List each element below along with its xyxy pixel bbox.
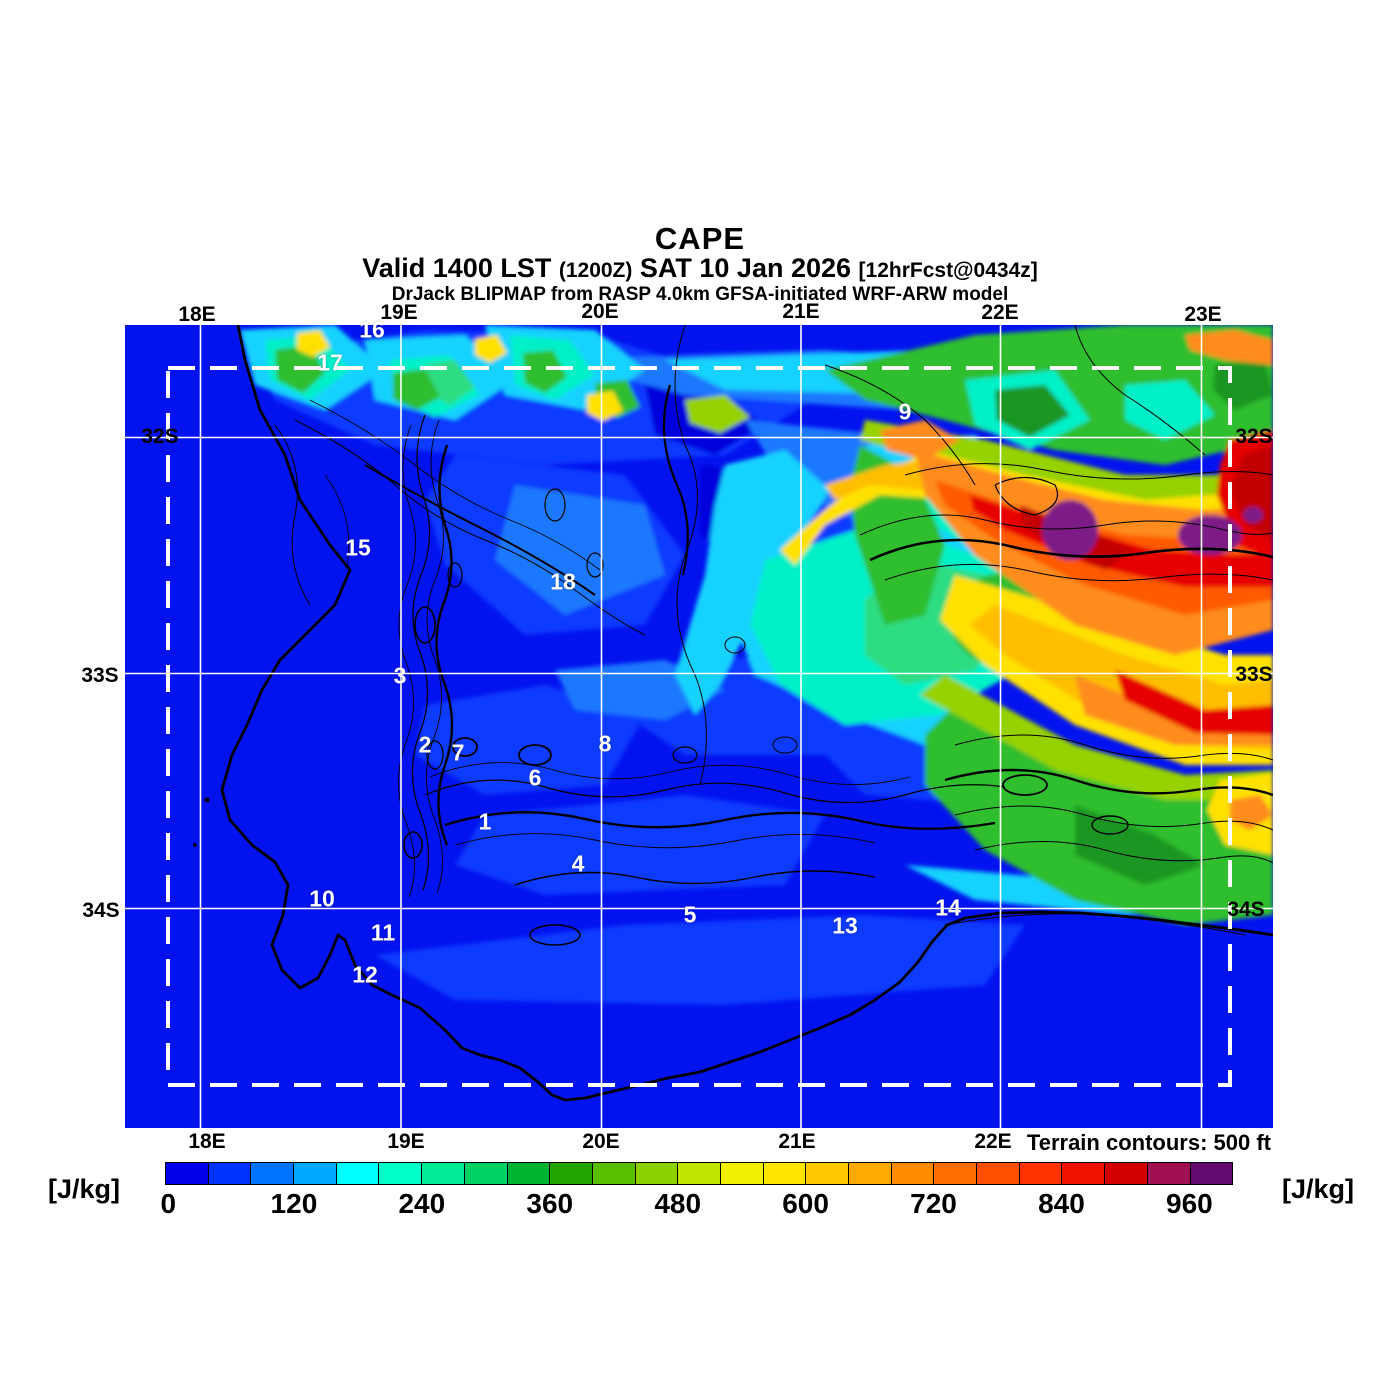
waypoint-label-9: 9 [898, 398, 912, 425]
color-scale-segment-17 [891, 1163, 935, 1184]
color-scale-segment-13 [720, 1163, 764, 1184]
color-scale-tick-360: 360 [526, 1188, 574, 1219]
color-scale-tick-120: 120 [270, 1188, 318, 1219]
axis-bottom-19e: 19E [387, 1130, 425, 1153]
axis-left-34s: 34S [82, 899, 120, 922]
unit-label-right: [J/kg] [1282, 1174, 1355, 1204]
axis-right-34s: 34S [1227, 898, 1265, 921]
waypoint-label-11: 11 [370, 919, 396, 946]
waypoint-label-8: 8 [598, 730, 612, 757]
page-title: CAPE [654, 221, 746, 256]
color-scale-segment-2 [251, 1163, 295, 1184]
color-scale-segment-21 [1062, 1163, 1106, 1184]
color-scale-segment-15 [806, 1163, 849, 1184]
valid-time-line: Valid 1400 LST (1200Z) SAT 10 Jan 2026 [… [0, 254, 1400, 285]
color-scale-segment-4 [336, 1163, 380, 1184]
color-scale-segment-8 [507, 1163, 551, 1184]
color-scale-segment-12 [678, 1163, 721, 1184]
waypoint-label-3: 3 [393, 662, 407, 689]
axis-bottom-18e: 18E [188, 1130, 226, 1153]
waypoint-label-16: 16 [359, 316, 385, 343]
color-scale-segment-6 [422, 1163, 465, 1184]
waypoint-label-6: 6 [528, 764, 542, 791]
cape-field-svg [125, 325, 1273, 1128]
waypoint-label-18: 18 [550, 568, 576, 595]
color-scale-segment-10 [592, 1163, 636, 1184]
color-scale-segment-9 [550, 1163, 593, 1184]
cape-map [125, 325, 1273, 1128]
valid-zulu: (1200Z) [558, 259, 633, 282]
valid-time: Valid 1400 LST [362, 253, 552, 283]
color-scale-segment-24 [1190, 1163, 1233, 1184]
color-scale-segment-20 [1019, 1163, 1063, 1184]
valid-date: SAT 10 Jan 2026 [639, 253, 852, 283]
inner-domain-box [166, 366, 1232, 1087]
color-scale-tick-480: 480 [654, 1188, 702, 1219]
axis-top-23e: 23E [1184, 303, 1222, 326]
waypoint-label-12: 12 [352, 961, 378, 988]
axis-top-22e: 22E [981, 301, 1019, 324]
color-scale-segment-23 [1147, 1163, 1191, 1184]
color-scale-tick-840: 840 [1038, 1188, 1085, 1219]
color-scale-segment-22 [1105, 1163, 1148, 1184]
color-scale-segment-11 [635, 1163, 679, 1184]
color-scale-tick-0: 0 [160, 1188, 177, 1219]
axis-top-21e: 21E [782, 300, 820, 323]
waypoint-label-2: 2 [418, 731, 432, 758]
color-scale-segment-3 [294, 1163, 337, 1184]
terrain-contours-note: Terrain contours: 500 ft [1026, 1130, 1271, 1155]
axis-bottom-22e: 22E [974, 1130, 1012, 1153]
model-description: DrJack BLIPMAP from RASP 4.0km GFSA-init… [391, 284, 1009, 305]
cape-filled-contours [240, 325, 1273, 1005]
coastline [193, 325, 1273, 1102]
latlon-grid [125, 325, 1273, 1128]
color-scale-tick-240: 240 [398, 1188, 446, 1219]
axis-left-33s: 33S [81, 664, 119, 687]
axis-top-20e: 20E [581, 300, 619, 323]
color-scale-tick-960: 960 [1166, 1188, 1213, 1219]
axis-top-18e: 18E [178, 303, 216, 326]
axis-left-32s: 32S [141, 425, 179, 448]
waypoint-label-17: 17 [317, 349, 343, 376]
color-scale-tick-600: 600 [782, 1188, 829, 1219]
color-scale-segment-14 [763, 1163, 807, 1184]
unit-label-left: [J/kg] [48, 1174, 121, 1204]
color-scale-tick-labels: 0 120 240 360 480 600 720 840 960 [0, 1188, 1400, 1222]
color-scale-segment-7 [464, 1163, 508, 1184]
color-scale-segment-16 [849, 1163, 892, 1184]
color-scale-segment-19 [977, 1163, 1020, 1184]
color-scale-segment-0 [166, 1163, 209, 1184]
waypoint-label-10: 10 [309, 885, 335, 912]
color-scale-segment-18 [934, 1163, 978, 1184]
axis-right-32s: 32S [1235, 425, 1273, 448]
waypoint-label-13: 13 [832, 912, 858, 939]
waypoint-label-14: 14 [935, 894, 961, 921]
forecast-offset: [12hrFcst@0434z] [858, 259, 1038, 282]
title-block: CAPE Valid 1400 LST (1200Z) SAT 10 Jan 2… [0, 221, 1400, 305]
waypoint-label-1: 1 [478, 808, 492, 835]
color-scale-segment-1 [208, 1163, 252, 1184]
axis-right-33s: 33S [1235, 663, 1273, 686]
axis-bottom-21e: 21E [778, 1130, 816, 1153]
color-scale-segment-5 [379, 1163, 423, 1184]
terrain-contour-lines [274, 325, 1273, 946]
waypoint-label-7: 7 [451, 739, 465, 766]
color-scale-tick-720: 720 [910, 1188, 957, 1219]
waypoint-label-4: 4 [571, 850, 585, 877]
waypoint-label-5: 5 [683, 901, 697, 928]
cape-color-scale [165, 1162, 1233, 1185]
waypoint-label-15: 15 [345, 534, 371, 561]
axis-bottom-20e: 20E [582, 1130, 620, 1153]
axis-top-19e: 19E [380, 301, 418, 324]
